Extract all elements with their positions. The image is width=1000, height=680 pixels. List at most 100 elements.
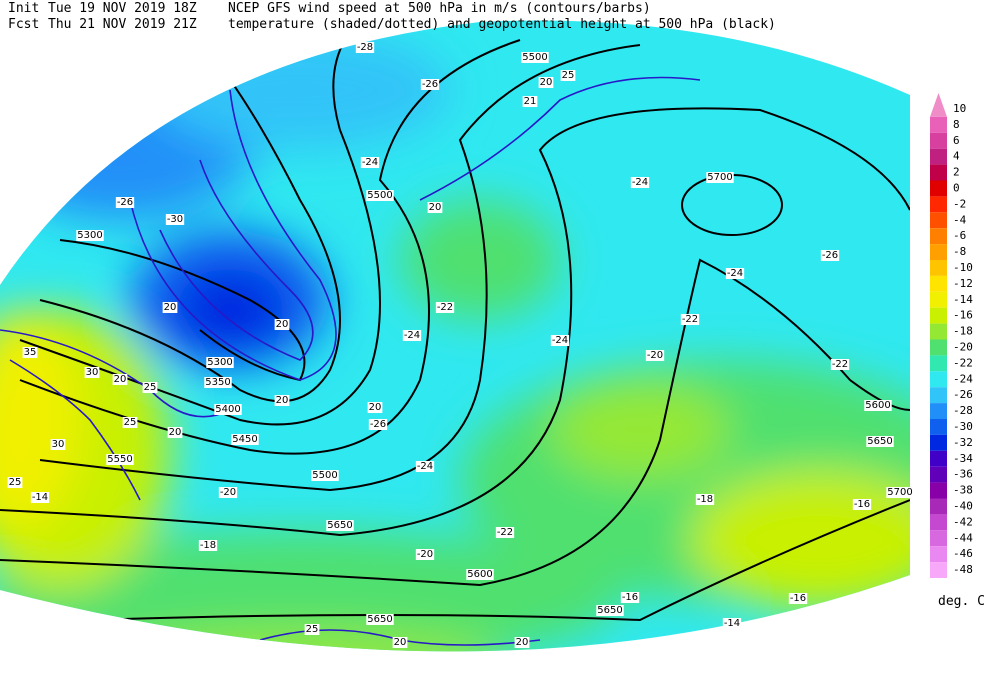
height-label: 5450 <box>232 434 257 445</box>
label-background <box>415 461 435 472</box>
temperature-label: -22 <box>437 302 453 313</box>
label-background <box>165 214 185 225</box>
label-background <box>7 477 23 488</box>
label-group: 5300 <box>206 357 234 368</box>
label-background <box>360 157 380 168</box>
label-background <box>680 314 700 325</box>
label-background <box>560 70 576 81</box>
label-background <box>366 614 394 625</box>
height-label: 5600 <box>865 400 890 411</box>
label-group: 21 <box>522 96 538 107</box>
colorbar-box <box>930 355 947 372</box>
colorbar-label: 8 <box>953 118 960 131</box>
colorbar-box <box>930 132 947 149</box>
label-background <box>50 439 66 450</box>
label-group: 5650 <box>326 520 354 531</box>
label-background <box>367 402 383 413</box>
height-label: 5500 <box>312 470 337 481</box>
label-background <box>415 549 435 560</box>
label-background <box>538 77 554 88</box>
colorbar-box <box>930 562 947 578</box>
colorbar-box <box>930 434 947 451</box>
label-group: 30 <box>84 367 100 378</box>
wind-label: 20 <box>169 427 182 438</box>
colorbar-box <box>930 212 947 229</box>
label-background <box>274 319 290 330</box>
colorbar-label: -20 <box>953 341 973 354</box>
colorbar-box <box>930 196 947 213</box>
wind-label: 25 <box>306 624 319 635</box>
colorbar-label: -44 <box>953 531 973 544</box>
height-label: 5550 <box>107 454 132 465</box>
label-background <box>886 487 914 498</box>
label-group: 20 <box>392 637 408 648</box>
label-background <box>162 302 178 313</box>
label-background <box>106 454 134 465</box>
colorbar-box <box>930 371 947 388</box>
label-background <box>326 520 354 531</box>
label-background <box>84 367 100 378</box>
label-group: -26 <box>420 79 440 90</box>
label-group: 20 <box>274 395 290 406</box>
colorbar-box <box>930 228 947 245</box>
label-group: -14 <box>30 492 50 503</box>
label-group: -22 <box>495 527 515 538</box>
label-background <box>522 96 538 107</box>
label-background <box>231 434 259 445</box>
colorbar-label: -24 <box>953 372 973 385</box>
colorbar-box <box>930 419 947 435</box>
label-group: 5700 <box>886 487 914 498</box>
label-background <box>402 330 422 341</box>
label-background <box>695 494 715 505</box>
label-background <box>645 350 665 361</box>
label-background <box>427 202 443 213</box>
label-group: -26 <box>115 197 135 208</box>
temperature-label: -26 <box>117 197 133 208</box>
colorbar-label: -48 <box>953 563 973 576</box>
colorbar-label: 0 <box>953 182 960 195</box>
label-background <box>521 52 549 63</box>
wind-label: 20 <box>516 637 529 648</box>
label-group: 5600 <box>466 569 494 580</box>
colorbar-label: -42 <box>953 515 973 528</box>
temperature-label: -14 <box>32 492 48 503</box>
colorbar-label: -14 <box>953 293 973 306</box>
height-label: 5700 <box>707 172 732 183</box>
colorbar-box <box>930 498 947 515</box>
temperature-label: -20 <box>220 487 236 498</box>
colorbar-label: -4 <box>953 213 967 226</box>
label-group: -24 <box>725 268 745 279</box>
label-group: 25 <box>7 477 23 488</box>
label-background <box>274 395 290 406</box>
temperature-label: -30 <box>167 214 183 225</box>
colorbar-box <box>930 546 947 563</box>
height-label: 5650 <box>327 520 352 531</box>
colorbar-label: -18 <box>953 325 973 338</box>
temperature-label: -26 <box>370 419 386 430</box>
temperature-label: -16 <box>854 499 870 510</box>
label-group: -24 <box>360 157 380 168</box>
label-group: 5650 <box>366 614 394 625</box>
label-background <box>514 637 530 648</box>
wind-label: 20 <box>276 319 289 330</box>
colorbar-box <box>930 323 947 340</box>
temperature-label: -20 <box>647 350 663 361</box>
label-background <box>198 540 218 551</box>
colorbar-label: 6 <box>953 134 960 147</box>
label-group: -22 <box>680 314 700 325</box>
temperature-label: -28 <box>357 42 373 53</box>
temperature-label: -18 <box>697 494 713 505</box>
colorbar-box <box>930 180 947 197</box>
label-group: -26 <box>368 419 388 430</box>
label-background <box>167 427 183 438</box>
colorbar-label: -16 <box>953 309 973 322</box>
init-time: Tue 19 NOV 2019 18Z <box>48 1 197 16</box>
wind-label: 25 <box>144 382 157 393</box>
label-background <box>435 302 455 313</box>
label-background <box>722 618 742 629</box>
label-group: 25 <box>560 70 576 81</box>
label-group: -20 <box>415 549 435 560</box>
colorbar-label: -10 <box>953 261 973 274</box>
label-background <box>852 499 872 510</box>
